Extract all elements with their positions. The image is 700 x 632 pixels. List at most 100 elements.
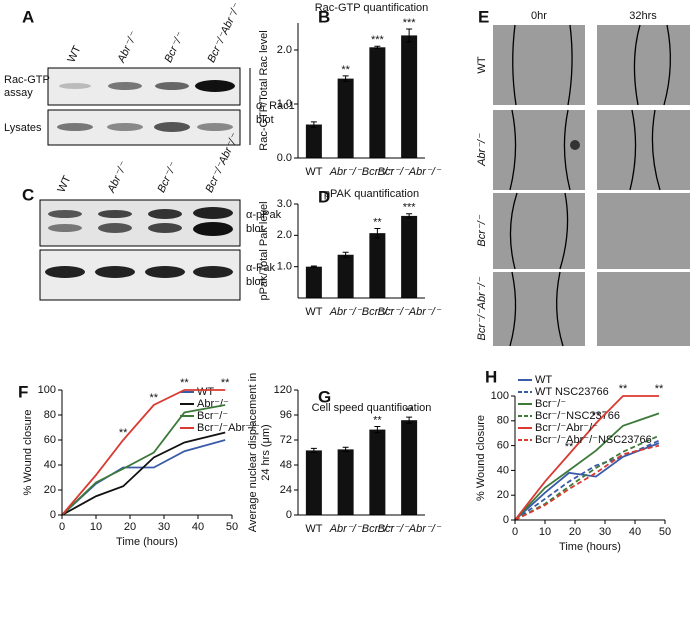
y-axis-label: pPak/Total Pak level: [258, 201, 270, 300]
y-tick-label: 72: [280, 434, 292, 446]
lane-label: Abr⁻/⁻: [115, 30, 140, 66]
legend-label: Bcr⁻/⁻Abr⁻/⁻: [197, 422, 260, 434]
y-tick-label: 1.0: [277, 98, 292, 110]
y-tick-label: 0: [286, 509, 292, 521]
y-tick-label: 100: [491, 390, 509, 402]
error-bar: [310, 121, 317, 128]
lane-label: WT: [55, 174, 73, 195]
panel-label: G: [318, 387, 331, 406]
error-bar: [342, 251, 349, 258]
error-bar: [342, 446, 349, 452]
y-axis-label: Rac-GTP/Total Rac level: [258, 30, 270, 150]
antibody-label: α- Rac1: [256, 100, 295, 112]
series-line: [514, 439, 660, 521]
blot-a: [47, 67, 251, 146]
x-tick-label: 0: [512, 526, 518, 538]
series-line: [61, 439, 226, 516]
significance: **: [373, 414, 382, 426]
error-bar: [374, 227, 381, 239]
significance: **: [119, 427, 128, 439]
panel-label: C: [22, 185, 34, 204]
y-tick-label: 1.0: [277, 261, 292, 273]
bar: [337, 254, 354, 298]
legend-label: Bcr⁻/⁻NSC23766: [535, 410, 620, 422]
y-axis-label: % Wound closure: [22, 409, 34, 495]
panel-label: A: [22, 7, 34, 26]
x-axis-label: Time (hours): [116, 536, 178, 548]
legend-label: Bcr⁻/⁻Abr⁻/⁻: [535, 422, 598, 434]
legend-label: Bcr⁻/⁻: [197, 410, 228, 422]
y-axis-label: Average nuclear displacement in: [247, 373, 259, 532]
significance: ***: [403, 202, 417, 214]
x-tick-label: 40: [192, 521, 204, 533]
legend-label: Bcr⁻/⁻Abr⁻/⁻NSC23766: [535, 434, 652, 446]
blot-c: [39, 199, 241, 301]
row-label: Bcr⁻/⁻Abr⁻/⁻: [476, 276, 488, 340]
bar: [401, 35, 418, 158]
chart-title: Rac-GTP quantification: [315, 2, 429, 14]
significance: **: [341, 64, 350, 76]
x-tick-label: Bcr⁻/⁻: [362, 523, 394, 535]
legend-label: Bcr⁻/⁻: [535, 398, 566, 410]
x-tick-label: 20: [124, 521, 136, 533]
y-tick-label: 120: [274, 384, 292, 396]
x-tick-label: Abr⁻/⁻: [329, 166, 363, 178]
y-axis-label: % Wound closure: [475, 415, 487, 501]
significance: **: [150, 392, 159, 404]
chart-title: Cell speed quantification: [312, 402, 432, 414]
x-tick-label: 50: [226, 521, 238, 533]
x-tick-label: 30: [158, 521, 170, 533]
series-line: [61, 389, 226, 516]
bar: [369, 47, 386, 158]
antibody-label: blot: [246, 276, 264, 288]
row-label: assay: [4, 87, 33, 99]
series-line: [514, 434, 660, 521]
row-label: Rac-GTP: [4, 74, 50, 86]
y-tick-label: 24: [280, 484, 292, 496]
lane-label: WT: [65, 44, 83, 65]
legend-label: WT: [535, 374, 552, 386]
error-bar: [342, 75, 349, 82]
series-line: [514, 412, 660, 521]
x-tick-label: 10: [539, 526, 551, 538]
y-tick-label: 2.0: [277, 44, 292, 56]
row-label: Abr⁻/⁻: [476, 133, 488, 167]
significance: ***: [403, 17, 417, 29]
panel-label: H: [485, 367, 497, 386]
y-tick-label: 0: [503, 514, 509, 526]
x-tick-label: WT: [305, 166, 322, 178]
error-bar: [406, 28, 413, 43]
y-axis-label: 24 hrs (μm): [260, 424, 272, 480]
x-tick-label: 20: [569, 526, 581, 538]
antibody-label: α-pPak: [246, 209, 282, 221]
error-bar: [310, 447, 317, 453]
x-tick-label: Bcr⁻/⁻: [362, 166, 394, 178]
antibody-label: α-Pak: [246, 262, 275, 274]
significance: ***: [371, 34, 385, 46]
x-tick-label: Bcr⁻/⁻Abr⁻/⁻: [378, 166, 442, 178]
x-tick-label: 50: [659, 526, 671, 538]
panel-label: B: [318, 7, 330, 26]
significance: **: [405, 405, 414, 417]
error-bar: [406, 416, 413, 424]
wound-images: [493, 24, 690, 347]
antibody-label: blot: [246, 223, 264, 235]
legend-label: WT: [197, 386, 214, 398]
lane-label: Abr⁻/⁻: [105, 160, 130, 196]
bar: [305, 266, 322, 298]
panel-label: E: [478, 7, 489, 26]
bar: [369, 429, 386, 515]
lane-label: Bcr⁻/⁻: [162, 30, 187, 64]
x-tick-label: Bcr⁻/⁻: [362, 306, 394, 318]
row-label: Lysates: [4, 122, 42, 134]
x-tick-label: Bcr⁻/⁻Abr⁻/⁻: [378, 306, 442, 318]
error-bar: [374, 425, 381, 434]
legend-label: Abr⁻/⁻: [197, 398, 229, 410]
significance: **: [221, 377, 230, 389]
bar: [305, 124, 322, 158]
y-tick-label: 40: [497, 464, 509, 476]
x-tick-label: WT: [305, 523, 322, 535]
x-tick-label: Abr⁻/⁻: [329, 306, 363, 318]
row-label: WT: [476, 56, 488, 73]
